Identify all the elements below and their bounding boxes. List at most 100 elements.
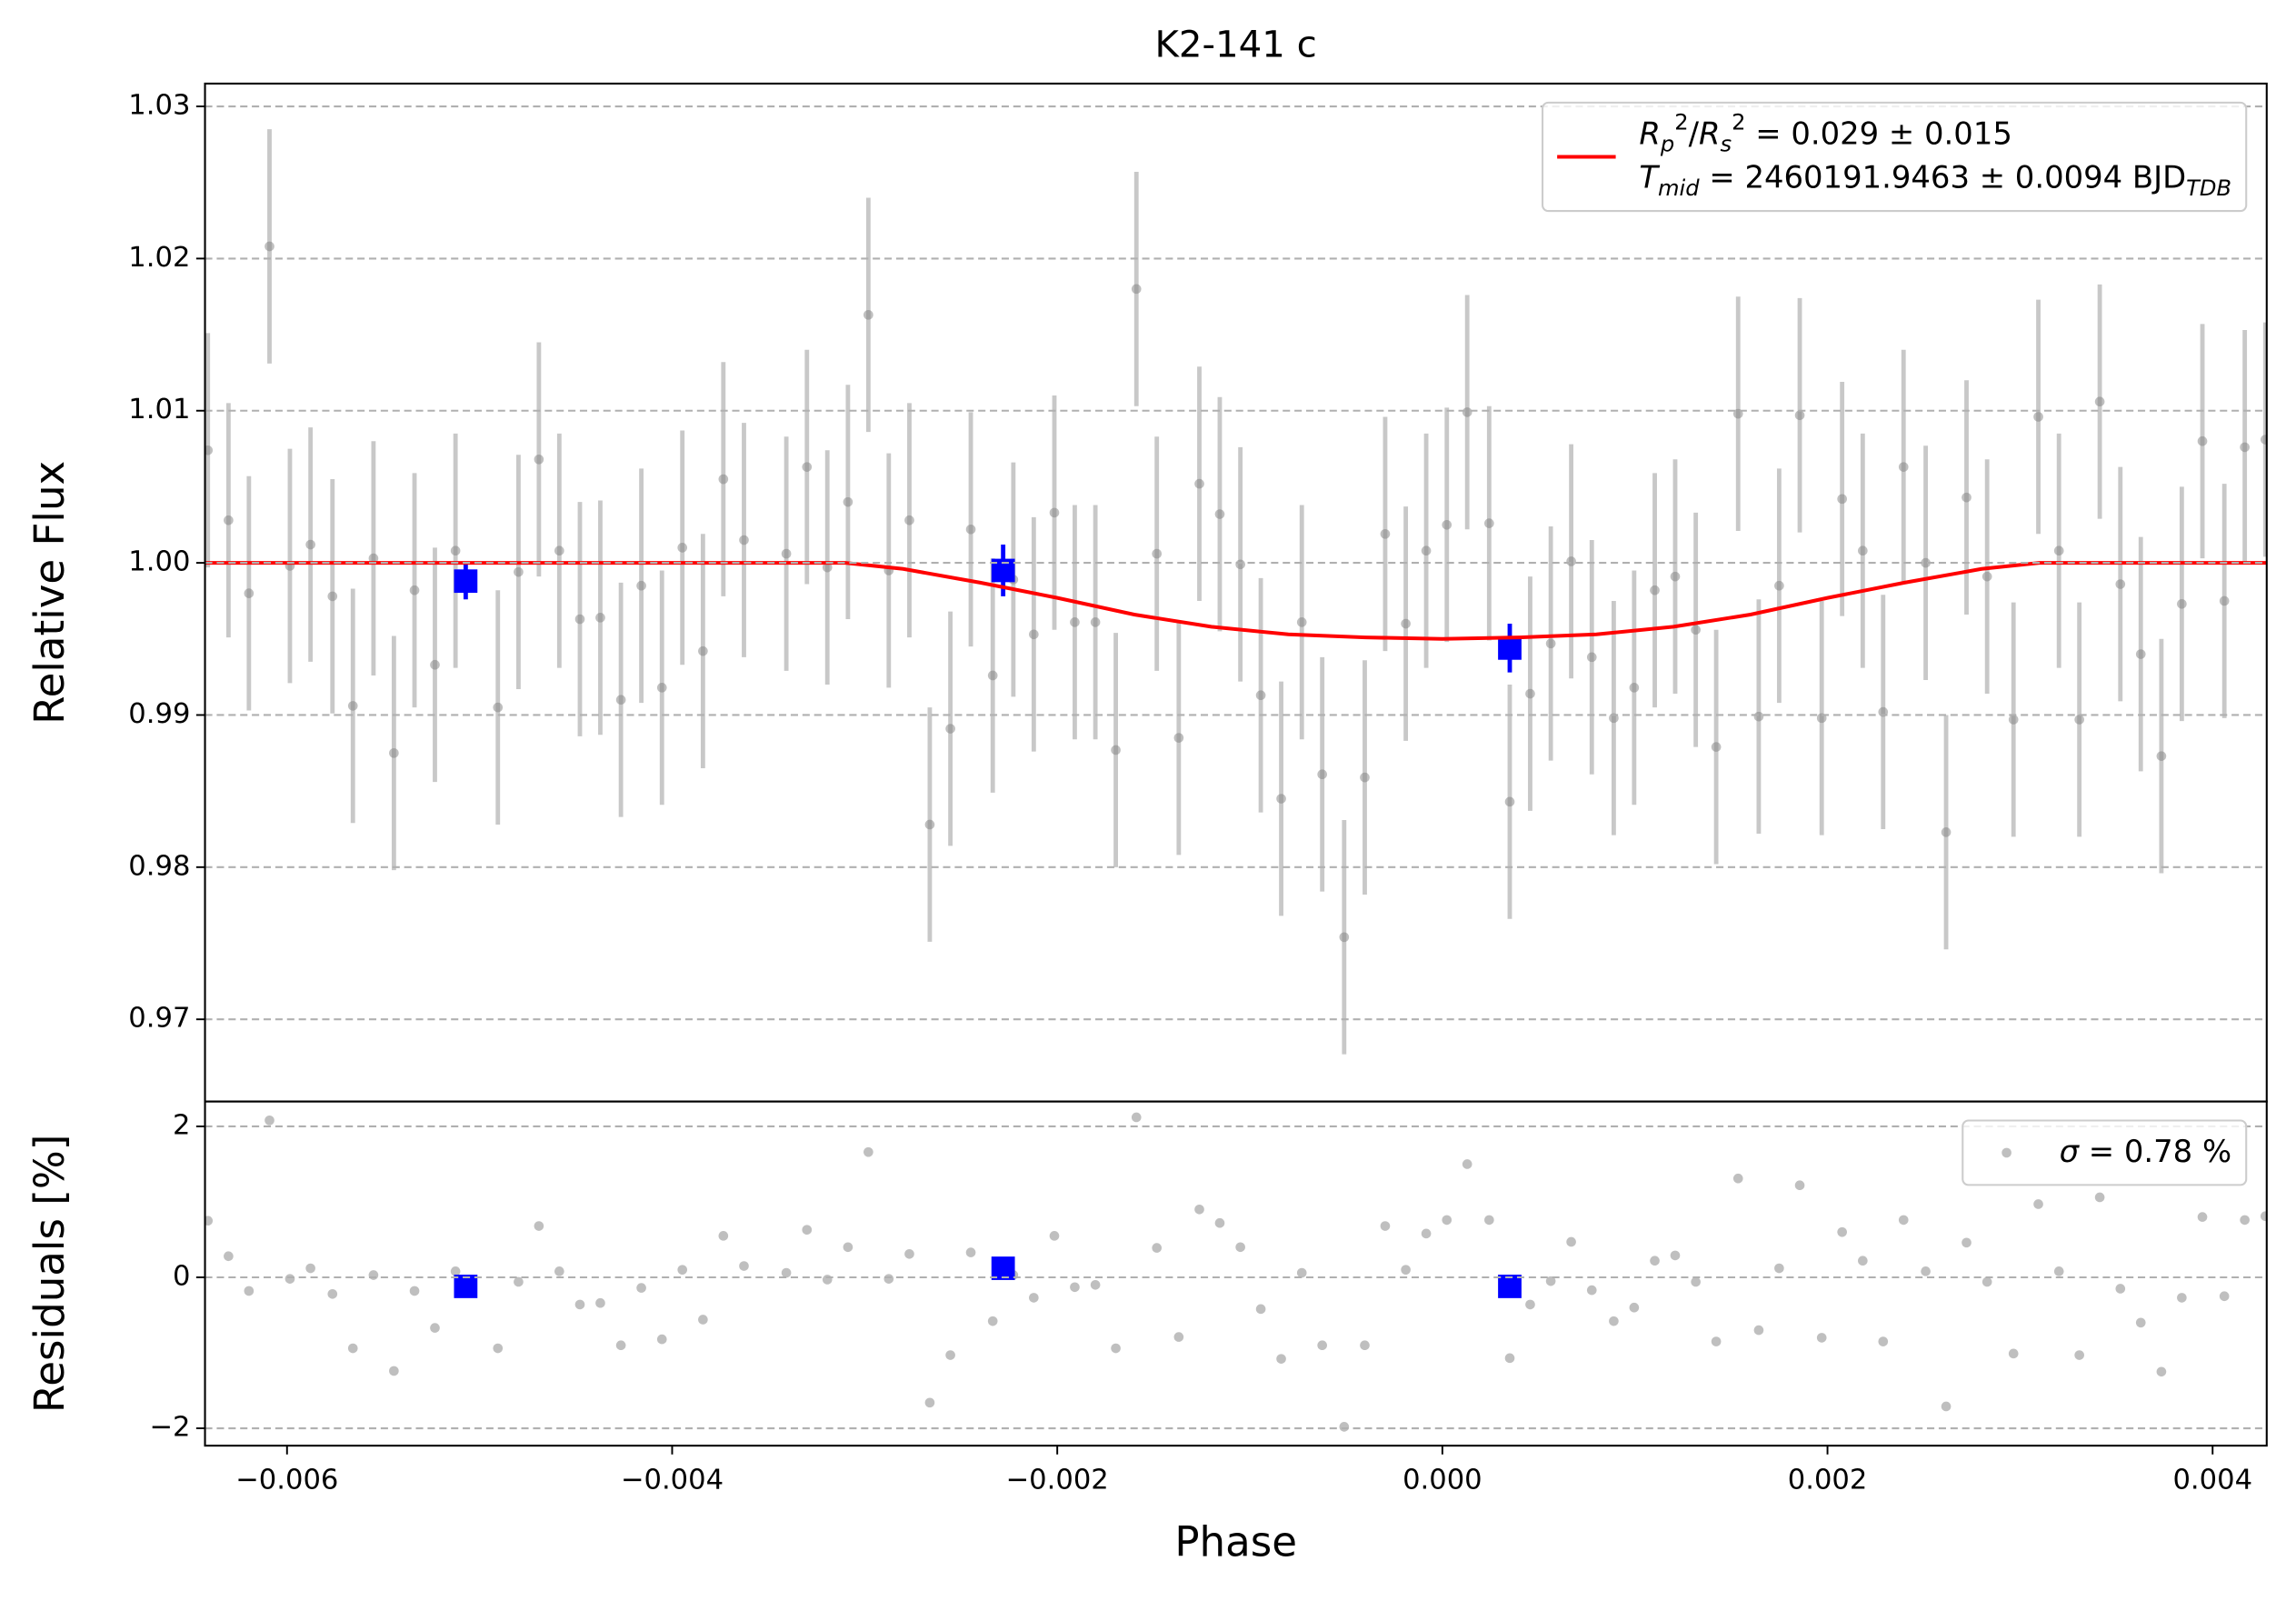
data-point <box>534 1221 544 1231</box>
data-point <box>2135 649 2146 659</box>
data-point <box>1173 1332 1184 1342</box>
data-point <box>2053 545 2064 556</box>
data-point <box>1111 745 1121 755</box>
data-point <box>1898 1215 1909 1226</box>
data-point <box>1235 559 1245 570</box>
data-point <box>1360 772 1370 783</box>
data-point <box>1691 625 1701 635</box>
data-point <box>1566 1236 1576 1247</box>
data-point <box>2094 396 2105 407</box>
data-point <box>305 539 315 550</box>
data-point <box>924 1397 935 1408</box>
binned-point <box>454 569 478 594</box>
model-line <box>205 561 2267 641</box>
data-point <box>285 1274 295 1284</box>
x-tick-label: −0.004 <box>621 1464 724 1496</box>
data-point <box>1360 1340 1370 1351</box>
data-point <box>987 1316 998 1326</box>
data-point <box>347 1343 358 1354</box>
data-point <box>389 1366 399 1376</box>
data-point <box>347 701 358 711</box>
data-point <box>327 1288 338 1299</box>
data-point <box>430 659 440 670</box>
data-point <box>595 613 605 623</box>
data-point <box>2053 1266 2064 1276</box>
data-point <box>1545 638 1556 649</box>
data-point <box>1691 1276 1701 1287</box>
data-point <box>1794 410 1805 421</box>
legend-text: p <box>1660 132 1674 157</box>
data-point <box>636 580 646 591</box>
data-point <box>1442 519 1452 530</box>
data-point <box>2008 1348 2019 1359</box>
data-point <box>883 1274 894 1284</box>
legend-text: mid <box>1658 175 1700 201</box>
data-point <box>1070 617 1080 627</box>
legend-label: σ = 0.78 % <box>2060 1133 2232 1168</box>
x-tick-label: −0.002 <box>1006 1464 1109 1496</box>
data-point <box>1401 618 1411 629</box>
data-point <box>1982 1276 1992 1287</box>
data-point <box>1711 742 1722 752</box>
data-point <box>1317 1340 1327 1351</box>
y-tick-label: 2 <box>173 1109 190 1141</box>
data-point <box>409 585 420 595</box>
data-point <box>1049 507 1060 518</box>
data-point <box>2260 1211 2267 1222</box>
data-point <box>450 1266 461 1276</box>
data-point <box>2260 435 2267 445</box>
data-point <box>1152 548 1163 559</box>
data-point <box>781 1267 792 1278</box>
data-point <box>1732 1173 1743 1184</box>
data-point <box>514 1276 524 1287</box>
data-point <box>1111 1343 1121 1354</box>
y-tick-label: 0.97 <box>128 1003 190 1035</box>
data-point <box>2197 1212 2208 1222</box>
data-point <box>781 548 792 559</box>
data-point <box>677 543 688 553</box>
plot-area <box>205 129 2267 1055</box>
data-point <box>595 1297 605 1308</box>
data-point <box>904 515 914 525</box>
data-point <box>205 445 214 455</box>
data-point <box>554 1266 564 1276</box>
data-point <box>656 683 667 693</box>
plot-area <box>205 1112 2267 1432</box>
data-point <box>305 1263 315 1274</box>
data-point <box>1670 1250 1681 1261</box>
data-point <box>2156 751 2167 761</box>
data-point <box>1276 794 1286 804</box>
data-point <box>1235 1242 1245 1253</box>
data-point <box>2219 1291 2230 1302</box>
data-point <box>843 496 854 507</box>
data-point <box>327 591 338 602</box>
data-point <box>1504 1353 1515 1364</box>
data-point <box>965 1247 976 1257</box>
data-point <box>534 454 544 465</box>
data-point <box>1858 545 1868 556</box>
data-point <box>1255 1304 1266 1315</box>
data-point <box>1380 528 1391 539</box>
data-point <box>987 670 998 681</box>
data-point <box>1255 690 1266 701</box>
legend-text: 2 <box>1674 109 1688 135</box>
data-point <box>224 515 234 525</box>
data-point <box>2135 1317 2146 1328</box>
data-point <box>493 1343 504 1354</box>
data-point <box>2008 715 2019 725</box>
data-point <box>739 1261 749 1271</box>
legend-text: R <box>1699 115 1721 151</box>
data-point <box>1794 1180 1805 1191</box>
data-point <box>945 724 955 734</box>
data-point <box>718 1231 729 1241</box>
data-point <box>1296 1267 1307 1278</box>
data-point <box>945 1350 955 1360</box>
y-tick-label: −2 <box>149 1412 190 1444</box>
data-point <box>2033 1199 2043 1209</box>
data-point <box>615 695 626 705</box>
data-point <box>802 462 813 472</box>
data-point <box>1962 1237 1972 1248</box>
data-point <box>1941 827 1952 837</box>
data-point <box>1878 1336 1889 1346</box>
data-point <box>2115 1284 2126 1294</box>
